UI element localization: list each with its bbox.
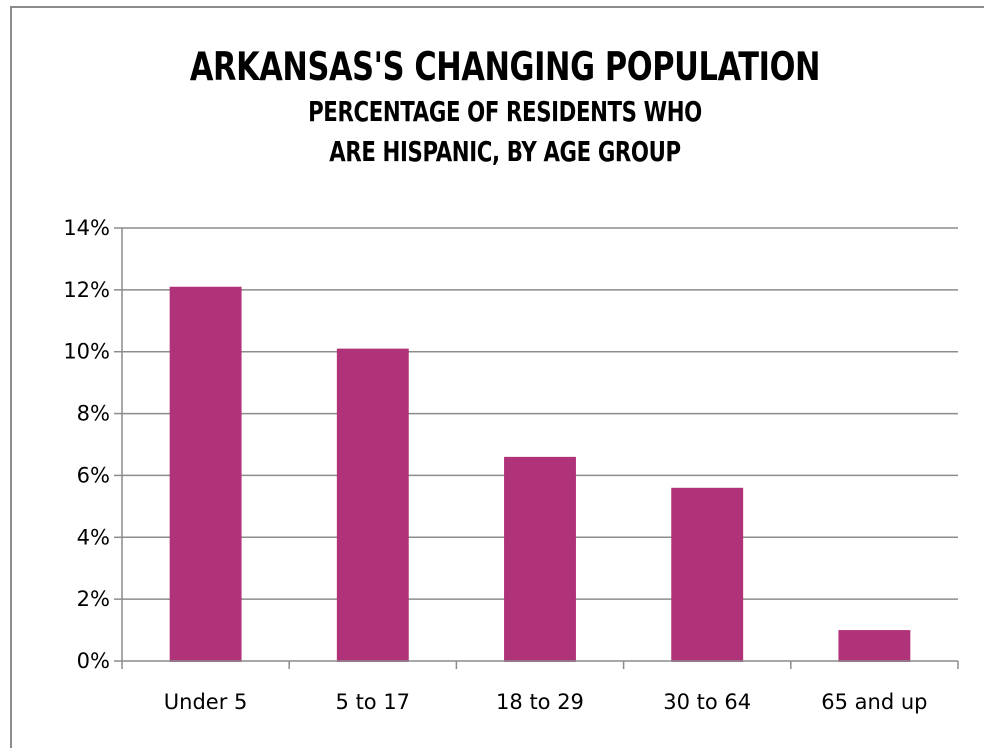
- bar-5-to-17: [336, 348, 409, 662]
- bar-30-to-64: [671, 487, 744, 662]
- y-tick-label: 8%: [77, 402, 110, 426]
- y-tick-label: 12%: [63, 278, 110, 302]
- bar-18-to-29: [504, 456, 576, 662]
- y-tick-label: 14%: [63, 216, 110, 240]
- bar-under-5: [169, 286, 242, 662]
- chart-subtitle-line-2: are Hispanic, by age group: [329, 135, 681, 168]
- y-tick-label: 4%: [77, 525, 110, 549]
- x-category-label: 65 and up: [821, 690, 927, 714]
- axes: [114, 227, 959, 669]
- y-tick-label: 10%: [63, 340, 110, 364]
- bars: [169, 286, 911, 662]
- x-category-label: Under 5: [164, 690, 248, 714]
- x-axis-category-labels: Under 5 5 to 17 18 to 29 30 to 64 65 and up: [164, 690, 928, 714]
- x-category-label: 5 to 17: [336, 690, 411, 714]
- x-category-label: 18 to 29: [496, 690, 584, 714]
- y-tick-label: 6%: [77, 463, 110, 487]
- chart-title: Arkansas's Changing Population: [189, 45, 821, 90]
- y-tick-label: 2%: [77, 587, 110, 611]
- x-category-label: 30 to 64: [663, 690, 751, 714]
- chart-subtitle-line-1: Percentage of residents who: [308, 95, 702, 128]
- chart-title-block: Arkansas's Changing Population Percentag…: [0, 44, 984, 172]
- y-tick-label: 0%: [77, 649, 110, 673]
- bar-65-and-up: [838, 630, 911, 662]
- y-axis-tick-labels: 0% 2% 4% 6% 8% 10% 12% 14%: [63, 216, 110, 673]
